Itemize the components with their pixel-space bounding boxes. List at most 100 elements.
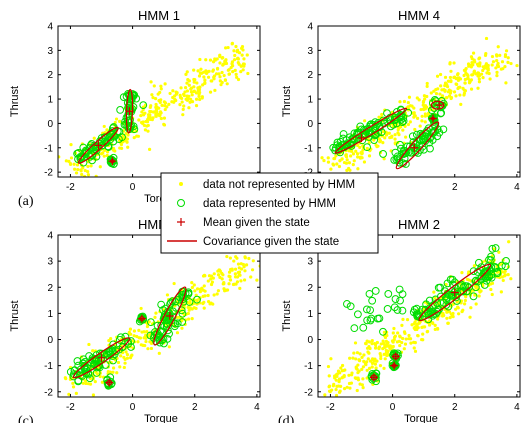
point-not-represented: [340, 363, 345, 368]
point-not-represented: [332, 382, 336, 386]
point-not-represented: [71, 381, 75, 385]
point-not-represented: [348, 356, 352, 360]
y-tick-label: -1: [304, 143, 313, 154]
point-not-represented: [396, 331, 400, 335]
point-represented: [169, 307, 177, 316]
point-not-represented: [457, 312, 461, 316]
point-not-represented: [145, 330, 149, 334]
point-not-represented: [103, 148, 107, 152]
point-not-represented: [91, 349, 95, 353]
point-not-represented: [212, 77, 216, 81]
covariance-ellipse: [395, 121, 440, 170]
point-not-represented: [418, 124, 422, 128]
point-not-represented: [147, 147, 152, 151]
axes-box: [57, 234, 261, 398]
point-represented: [483, 266, 492, 275]
point-not-represented: [114, 117, 119, 121]
point-not-represented: [338, 159, 342, 163]
point-represented: [116, 105, 125, 114]
point-not-represented: [190, 281, 194, 285]
y-tick-label: -2: [304, 387, 313, 398]
point-not-represented: [410, 323, 414, 327]
point-represented: [501, 262, 510, 271]
point-not-represented: [347, 373, 351, 377]
point-not-represented: [463, 81, 467, 85]
point-not-represented: [342, 375, 346, 379]
plot-area: [323, 240, 513, 397]
point-not-represented: [235, 256, 239, 260]
mean-marker: [435, 101, 444, 110]
x-tick-label: 4: [514, 402, 520, 413]
point-not-represented: [220, 56, 224, 60]
point-not-represented: [382, 366, 386, 370]
mean-marker: [97, 353, 106, 362]
point-not-represented: [403, 331, 407, 336]
y-tick-label: 2: [307, 283, 313, 294]
point-not-represented: [194, 97, 199, 101]
point-not-represented: [355, 351, 360, 355]
point-not-represented: [173, 97, 177, 102]
axes-box: [317, 25, 521, 178]
point-represented: [486, 256, 495, 265]
point-not-represented: [500, 275, 504, 279]
point-represented: [101, 361, 110, 369]
point-not-represented: [122, 355, 126, 360]
point-not-represented: [162, 122, 166, 126]
point-not-represented: [181, 107, 185, 111]
point-not-represented: [216, 273, 221, 277]
point-represented: [479, 268, 488, 277]
point-not-represented: [136, 340, 140, 344]
point-represented: [166, 300, 175, 308]
point-not-represented: [216, 289, 221, 293]
point-represented: [442, 296, 451, 305]
point-not-represented: [423, 112, 427, 116]
point-not-represented: [381, 339, 385, 343]
point-not-represented: [364, 362, 368, 367]
covariance-ellipse: [430, 100, 445, 110]
point-represented: [425, 296, 434, 305]
point-not-represented: [149, 109, 153, 114]
point-not-represented: [135, 334, 139, 339]
point-not-represented: [419, 107, 423, 112]
point-not-represented: [194, 306, 198, 311]
point-not-represented: [484, 62, 488, 66]
point-not-represented: [413, 349, 418, 353]
point-not-represented: [499, 67, 503, 71]
mean-marker: [108, 157, 117, 166]
point-not-represented: [234, 44, 238, 49]
point-not-represented: [476, 64, 480, 68]
point-represented: [397, 115, 405, 124]
point-not-represented: [489, 282, 493, 286]
point-represented: [408, 132, 417, 141]
point-not-represented: [354, 366, 358, 370]
panel-letter: (a): [18, 194, 34, 209]
point-represented: [383, 305, 392, 313]
point-not-represented: [448, 91, 453, 95]
point-not-represented: [326, 160, 331, 164]
point-not-represented: [172, 281, 176, 286]
point-not-represented: [208, 58, 213, 62]
point-not-represented: [503, 269, 507, 273]
point-not-represented: [342, 387, 347, 391]
point-represented: [359, 323, 368, 332]
point-not-represented: [345, 385, 349, 389]
axes-box: [317, 234, 521, 398]
point-not-represented: [234, 282, 238, 286]
point-not-represented: [227, 282, 231, 286]
point-not-represented: [168, 91, 172, 96]
point-not-represented: [477, 57, 481, 61]
point-not-represented: [360, 383, 364, 387]
point-not-represented: [479, 72, 484, 76]
point-not-represented: [461, 308, 465, 312]
x-tick-label: -2: [326, 402, 335, 413]
point-represented: [488, 244, 497, 253]
point-not-represented: [126, 145, 130, 149]
point-not-represented: [472, 58, 476, 62]
point-not-represented: [143, 128, 148, 132]
covariance-ellipse: [153, 286, 187, 346]
point-not-represented: [145, 324, 150, 329]
x-tick-label: 4: [254, 402, 260, 413]
point-not-represented: [216, 269, 220, 273]
point-not-represented: [397, 126, 401, 130]
point-not-represented: [194, 104, 199, 108]
